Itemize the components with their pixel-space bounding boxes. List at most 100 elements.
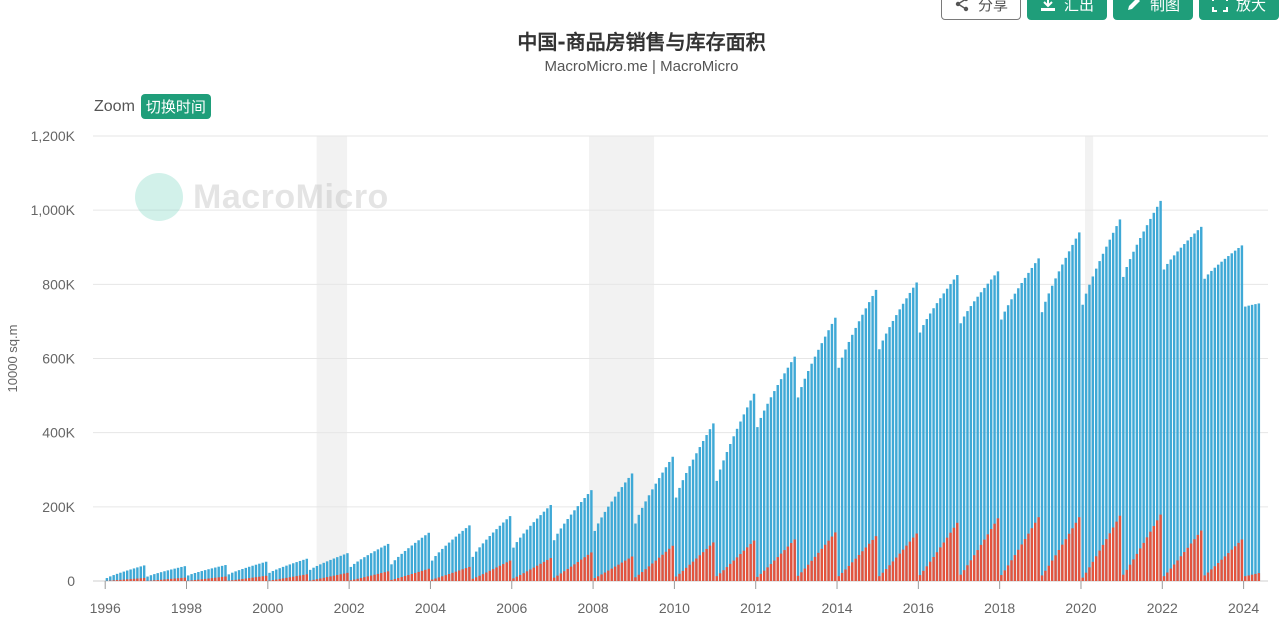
sales-bar bbox=[624, 560, 627, 581]
sales-bar bbox=[139, 578, 142, 581]
inventory-bar bbox=[1118, 219, 1122, 581]
sales-bar bbox=[122, 579, 126, 581]
sales-bar bbox=[295, 576, 298, 581]
inventory-bar bbox=[851, 334, 854, 581]
enlarge-button[interactable]: 放大 bbox=[1198, 0, 1279, 20]
inventory-bar bbox=[244, 567, 248, 581]
sales-bar bbox=[874, 536, 878, 581]
sales-bar bbox=[359, 577, 363, 581]
inventory-bar bbox=[989, 279, 993, 581]
sales-bar bbox=[539, 563, 542, 581]
inventory-bar bbox=[502, 522, 505, 581]
inventory-bar bbox=[454, 536, 458, 581]
sales-bar bbox=[790, 543, 793, 581]
inventory-bar bbox=[393, 560, 397, 581]
inventory-bar bbox=[156, 573, 159, 581]
sales-bar bbox=[329, 576, 332, 581]
zoom-control: Zoom 切换时间 bbox=[94, 94, 211, 119]
inventory-bar bbox=[630, 473, 634, 581]
x-tick-label: 2000 bbox=[252, 600, 283, 616]
inventory-bar bbox=[458, 533, 461, 581]
sales-bar bbox=[1118, 515, 1122, 581]
sales-bar bbox=[966, 565, 969, 581]
sales-bar bbox=[807, 564, 810, 581]
inventory-bar bbox=[366, 555, 369, 581]
inventory-bar bbox=[231, 572, 234, 581]
inventory-bar bbox=[1193, 233, 1196, 582]
inventory-bar bbox=[359, 559, 363, 581]
inventory-bar bbox=[891, 320, 895, 581]
inventory-bar bbox=[126, 570, 129, 581]
inventory-bar bbox=[1176, 251, 1179, 581]
inventory-bar bbox=[190, 574, 193, 581]
draw-button[interactable]: 制图 bbox=[1112, 0, 1193, 20]
sales-bar bbox=[505, 562, 508, 581]
sales-bar bbox=[1061, 544, 1064, 581]
inventory-bar bbox=[878, 349, 881, 581]
inventory-bar bbox=[1247, 305, 1250, 581]
sales-bar bbox=[285, 577, 288, 581]
x-tick-label: 2022 bbox=[1147, 600, 1178, 616]
sales-bar bbox=[132, 578, 136, 581]
inventory-bar bbox=[271, 571, 275, 581]
sales-bar bbox=[427, 568, 430, 581]
inventory-bar bbox=[285, 565, 288, 581]
inventory-bar bbox=[227, 574, 231, 581]
inventory-bar bbox=[1067, 251, 1071, 581]
inventory-bar bbox=[1149, 218, 1152, 582]
inventory-bar bbox=[905, 298, 908, 581]
y-tick-label: 0 bbox=[67, 573, 75, 589]
sales-bar bbox=[756, 576, 759, 581]
inventory-bar bbox=[207, 569, 210, 581]
share-button[interactable]: 分享 bbox=[940, 0, 1021, 20]
sales-bar bbox=[529, 569, 532, 581]
sales-bar bbox=[918, 575, 922, 581]
inventory-bar bbox=[895, 315, 898, 581]
inventory-bar bbox=[952, 279, 956, 581]
inventory-bar bbox=[1162, 269, 1166, 581]
sales-bar bbox=[1203, 575, 1206, 581]
sales-bar bbox=[519, 575, 522, 581]
download-icon bbox=[1040, 0, 1055, 11]
sales-bar bbox=[444, 575, 447, 581]
sales-bar bbox=[288, 577, 292, 581]
sales-bar bbox=[647, 566, 651, 581]
x-tick-label: 1998 bbox=[171, 600, 202, 616]
inventory-bar bbox=[1159, 200, 1162, 581]
sales-bar bbox=[945, 537, 949, 581]
inventory-bar bbox=[139, 566, 142, 581]
sales-bar bbox=[231, 580, 234, 581]
sales-bar bbox=[214, 577, 217, 581]
inventory-bar bbox=[830, 323, 834, 581]
inventory-bar bbox=[1040, 312, 1044, 581]
inventory-bar bbox=[105, 578, 109, 581]
inventory-bar bbox=[888, 327, 891, 581]
inventory-bar bbox=[1027, 272, 1030, 581]
inventory-bar bbox=[163, 571, 166, 581]
sales-bar bbox=[1098, 550, 1101, 581]
sales-bar bbox=[854, 558, 857, 581]
inventory-bar bbox=[1013, 293, 1017, 581]
sales-bar bbox=[813, 556, 817, 581]
zoom-toggle-button[interactable]: 切换时间 bbox=[140, 94, 211, 119]
sales-bar bbox=[1074, 522, 1078, 581]
sales-bar bbox=[495, 567, 498, 581]
sales-bar bbox=[292, 576, 295, 581]
sales-bar bbox=[752, 540, 756, 581]
inventory-bar bbox=[949, 284, 952, 581]
sales-bar bbox=[1122, 574, 1125, 581]
sales-bar bbox=[600, 574, 603, 581]
export-button[interactable]: 汇出 bbox=[1026, 0, 1107, 20]
sales-bar bbox=[779, 553, 783, 581]
x-tick-label: 2008 bbox=[578, 600, 609, 616]
inventory-bar bbox=[132, 568, 136, 581]
sales-bar bbox=[376, 573, 380, 581]
sales-bar bbox=[678, 573, 681, 581]
sales-bar bbox=[1230, 549, 1233, 581]
sales-bar bbox=[705, 548, 708, 581]
inventory-bar bbox=[430, 560, 434, 581]
inventory-bar bbox=[705, 435, 708, 581]
sales-bar bbox=[674, 576, 678, 581]
inventory-bar bbox=[1200, 226, 1203, 581]
inventory-bar bbox=[1061, 264, 1064, 581]
